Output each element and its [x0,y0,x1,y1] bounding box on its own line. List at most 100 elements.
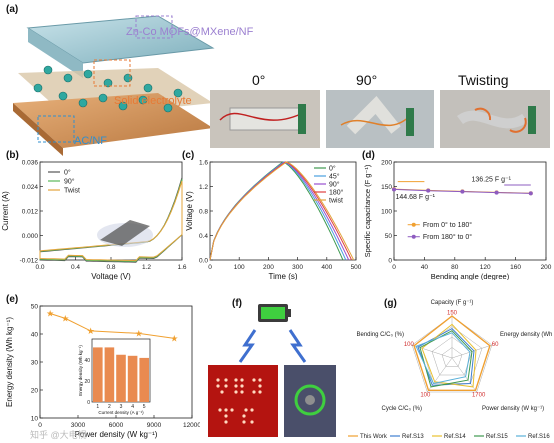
data-point [392,187,396,192]
inset-bar [93,347,103,402]
photo-title-twisting: Twisting [458,72,509,88]
photo-bent [326,90,434,148]
panel-label-a: (a) [6,4,19,15]
panel-label-f: (f) [232,298,242,309]
radar-series-3 [419,330,473,388]
x-tick-label: 0.8 [106,264,115,271]
radar-grid [441,347,463,367]
top-electrode [26,15,215,64]
legend-label: Ref.S16 [528,434,550,440]
data-point [460,189,465,194]
inset-y-tick-label: 20 [84,379,90,385]
gcd-curve-4 [209,161,355,261]
radar-grid [411,315,493,393]
ragone-marker: ★ [46,308,54,318]
led-panel [208,365,278,437]
y-tick-label: 0.012 [22,209,39,216]
y-tick-label: 0.024 [22,184,39,191]
y-tick-label: 10 [31,416,39,423]
y-tick-label: 150 [381,184,392,191]
x-tick-label: 100 [234,264,245,271]
y-tick-label: 100 [381,209,392,216]
y-tick-label: 1.6 [199,160,208,167]
data-point [494,190,499,195]
y-tick-label: 0 [388,258,392,265]
inset-x-tick-label: 5 [143,404,146,410]
panel-label-g: (g) [384,298,397,309]
x-tick-label: 200 [263,264,274,271]
radar-axis-label: Energy density (Wh kg⁻¹) [500,332,554,338]
plot-frame [393,161,547,261]
x-tick-label: 160 [510,264,521,271]
inset-bar [104,347,115,402]
inset-y-tick-label: 0 [87,400,90,406]
radar-grid [431,336,473,376]
legend-marker [411,222,416,227]
y-axis-label: Specific capacitance (F g⁻¹) [363,164,372,257]
radar-axis-label: Capacity (F g⁻¹) [431,300,474,306]
data-point [528,191,533,196]
label-electrolyte: Solid electrolyte [114,95,192,107]
radar-max-label: 1700 [472,393,486,399]
mof-highlight-box [135,15,173,39]
cv-chart: 0.0 0.4 0.8 1.2 1.6 -0.012 0.000 0.012 0.024 0.03… [1,160,187,281]
photo-title-0: 0° [252,72,266,88]
x-tick-label: 12000 [183,422,200,429]
ragone-marker: ★ [87,326,95,336]
ragone-marker: ★ [170,333,178,343]
legend-label: 90° [329,181,340,189]
y-tick-label: 20 [31,388,39,395]
ragone-marker: ★ [135,328,143,338]
x-tick-label: 6000 [109,422,124,429]
x-tick-label: 0.4 [71,264,80,271]
x-tick-label: 0 [392,264,396,271]
inset-bar [127,355,138,402]
bending-capacitance-chart: 0 40 80 120 160 200 0 50 100 150 200 Bending angle … [363,160,552,281]
x-axis-label: Voltage (V) [91,272,131,280]
legend-label: From 0° to 180° [423,221,472,229]
cv-curve-2 [39,180,183,262]
inset-y-label: Energy density (Wh kg⁻¹) [78,345,83,396]
inset-y-tick-label: 40 [84,358,90,364]
radar-axis-label: Cycle C/C₀ (%) [382,406,423,412]
ragone-line [49,313,175,339]
x-tick-label: 0 [38,422,42,429]
x-tick-label: 400 [321,264,332,271]
lightning-left-icon [238,329,257,363]
panel-label-e: (e) [6,294,19,305]
legend-label: 0° [64,169,71,177]
legend-marker [411,234,416,239]
x-tick-label: 120 [480,264,491,271]
annotation-start: 144.68 F g⁻¹ [396,194,436,201]
legend-label: This Work [360,434,388,440]
y-tick-label: 0.8 [199,209,208,216]
inset-x-label: Current density (A g⁻¹) [98,410,144,415]
gcd-chart: 0 100 200 300 400 500 0.0 0.4 0.8 1.2 1.6 Time (s) V… [185,160,362,281]
radar-axis [411,344,453,359]
x-tick-label: 9000 [147,422,162,429]
panel-label-b: (b) [6,150,19,161]
lightning-right-icon [288,329,307,363]
legend-label: Twist [64,188,80,195]
label-acnf: AC/NF [74,135,107,147]
y-tick-label: 0.036 [22,160,39,167]
photo-twisted [440,90,550,148]
watermark: 知乎 @大电视 [30,430,87,440]
legend-label: Ref.S14 [444,434,466,440]
x-tick-label: 300 [292,264,303,271]
y-axis-label: Energy density (Wh kg⁻¹) [5,317,14,407]
x-tick-label: 500 [351,264,362,271]
radar-max-label: 100 [404,342,415,348]
legend-label: 45° [329,173,340,181]
acnf-highlight-box [37,115,75,143]
x-tick-label: 80 [451,264,459,271]
label-mof: Zn-Co MOFs@MXene/NF [126,26,254,38]
y-tick-label: 200 [381,160,392,167]
x-tick-label: 40 [421,264,429,271]
inset-bar [139,357,149,402]
legend-label: Ref.S15 [486,434,508,440]
x-tick-label: 0 [208,264,212,271]
photo-flat [210,90,320,148]
radar-series-0 [413,315,491,391]
x-tick-label: 200 [541,264,552,271]
